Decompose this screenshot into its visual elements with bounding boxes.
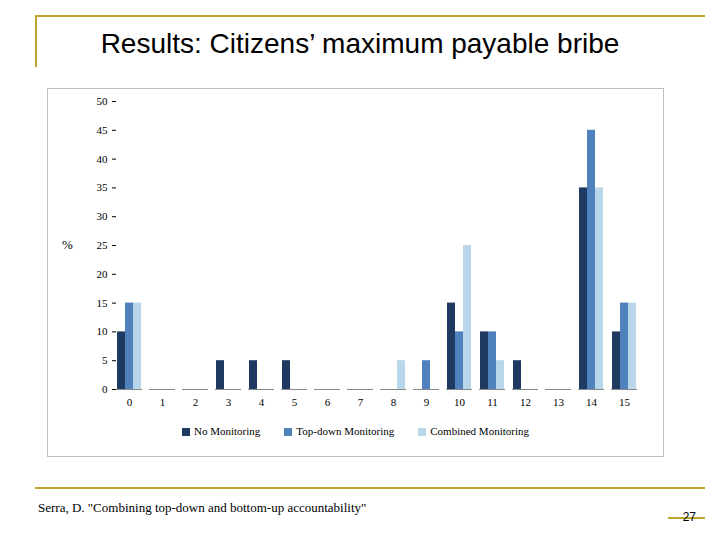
svg-text:14: 14 (586, 396, 598, 408)
html-text:Top-down Monitoring: Top-down Monitoring (296, 425, 395, 437)
svg-text:9: 9 (424, 396, 430, 408)
svg-text:10: 10 (97, 325, 109, 337)
svg-text:5: 5 (102, 354, 108, 366)
html-text:27: 27 (682, 510, 696, 524)
svg-text:15: 15 (97, 297, 109, 309)
svg-text:12: 12 (520, 396, 531, 408)
html-text:No Monitoring: No Monitoring (194, 425, 261, 437)
svg-text:11: 11 (487, 396, 498, 408)
html-text:Serra, D. "Combining top-down: Serra, D. "Combining top-down and bottom… (38, 500, 367, 515)
svg-text:50: 50 (97, 95, 109, 107)
svg-text:4: 4 (259, 396, 265, 408)
svg-text:40: 40 (97, 153, 109, 165)
html-text:Combined Monitoring: Combined Monitoring (430, 425, 529, 437)
svg-text:20: 20 (97, 268, 109, 280)
svg-text:25: 25 (97, 239, 109, 251)
svg-text:2: 2 (193, 396, 199, 408)
svg-text:5: 5 (292, 396, 298, 408)
svg-text:35: 35 (97, 181, 109, 193)
svg-text:0: 0 (127, 396, 133, 408)
html-text:Results: Citizens’ maximum pay: Results: Citizens’ maximum payable bribe (100, 28, 620, 59)
svg-text:13: 13 (553, 396, 565, 408)
svg-text:10: 10 (454, 396, 466, 408)
svg-text:0: 0 (102, 383, 108, 395)
svg-text:15: 15 (619, 396, 631, 408)
svg-text:6: 6 (325, 396, 331, 408)
svg-text:1: 1 (160, 396, 166, 408)
svg-text:30: 30 (97, 210, 109, 222)
svg-text:8: 8 (391, 396, 397, 408)
svg-text:45: 45 (97, 124, 109, 136)
svg-text:7: 7 (358, 396, 364, 408)
svg-text:3: 3 (226, 396, 232, 408)
